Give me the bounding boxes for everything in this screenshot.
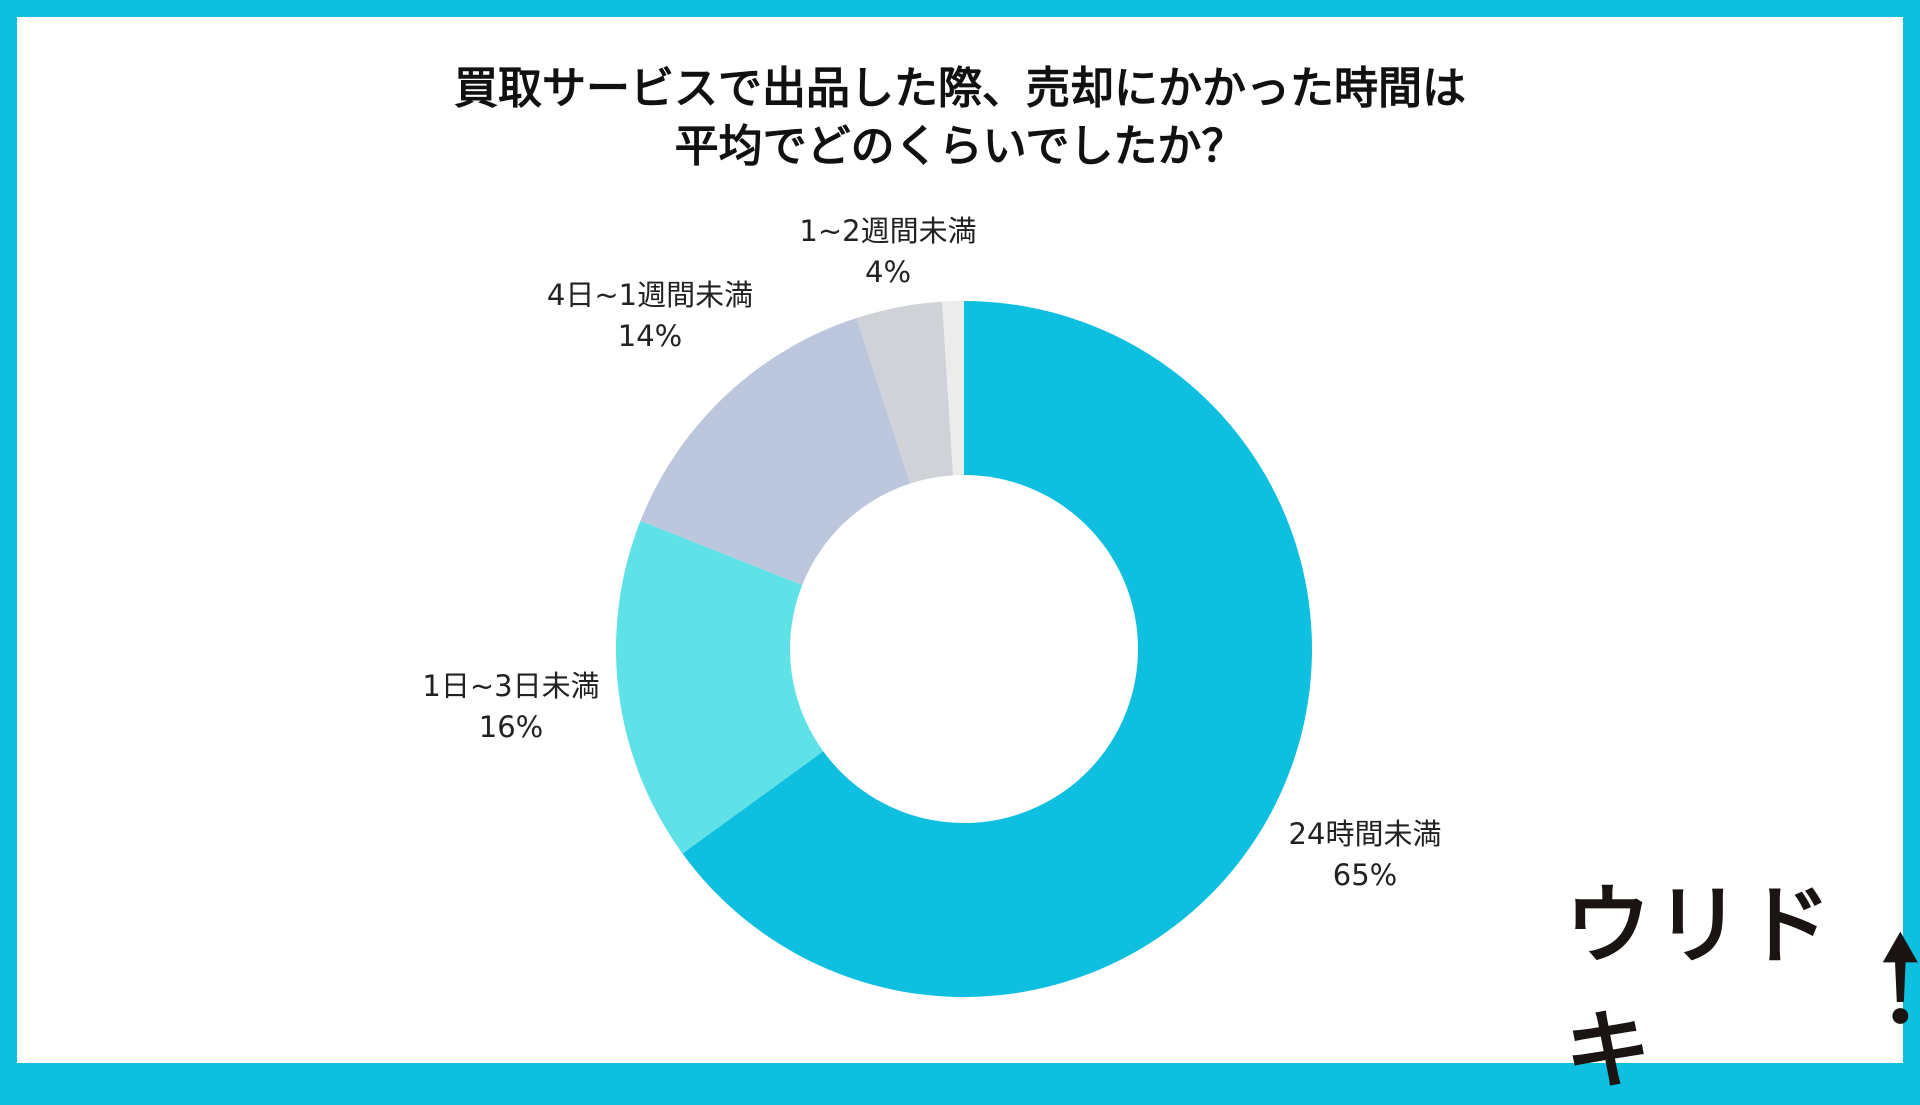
donut-slice-0 — [682, 301, 1312, 998]
slice-label-value: 4% — [864, 255, 912, 289]
donut-chart — [616, 301, 1312, 998]
brand-logo: ウリドキ — [1565, 876, 1920, 1101]
chart-title-line-1: 買取サービスで出品した際、売却にかかった時間は — [454, 63, 1466, 114]
slice-label-3: 1~2週間未満 4% — [799, 211, 976, 293]
slice-label-name: 24時間未満 — [1288, 817, 1442, 851]
donut-slice-1 — [616, 520, 824, 854]
slice-label-value: 14% — [617, 319, 683, 353]
donut-slice-2 — [640, 318, 911, 585]
slice-label-2: 4日~1週間未満 14% — [547, 275, 753, 357]
chart-title-line-2: 平均でどのくらいでしたか？ — [674, 121, 1246, 172]
slice-label-0: 24時間未満 65% — [1289, 814, 1442, 896]
slice-label-name: 1日~3日未満 — [422, 669, 600, 703]
slice-label-1: 1日~3日未満 16% — [422, 666, 599, 748]
logo-text: ウリドキ — [1565, 876, 1835, 1101]
slice-label-value: 16% — [478, 710, 544, 744]
slice-label-name: 1~2週間未満 — [799, 214, 977, 248]
donut-slice-3 — [856, 301, 954, 484]
donut-slice-4 — [942, 301, 964, 476]
chart-title: 買取サービスで出品した際、売却にかかった時間は 平均でどのくらいでしたか？ — [0, 60, 1920, 176]
up-arrow-icon — [1883, 931, 1919, 1024]
slice-label-value: 65% — [1332, 858, 1398, 892]
slice-label-name: 4日~1週間未満 — [546, 278, 754, 312]
